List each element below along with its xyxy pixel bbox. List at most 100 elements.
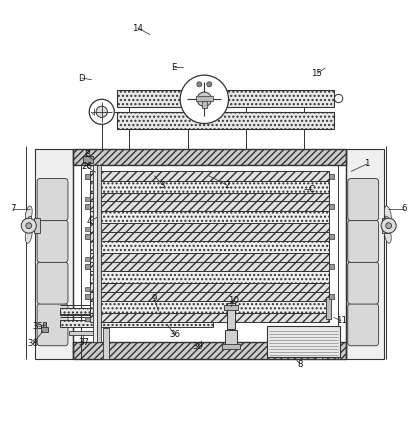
Bar [225,330,237,346]
Text: D: D [78,74,85,82]
Bar [60,308,317,315]
Bar [346,148,384,359]
Bar [73,342,346,359]
Bar [117,90,334,107]
Bar [224,305,238,310]
Circle shape [96,106,107,117]
Bar [222,344,240,349]
Text: 35: 35 [33,322,44,331]
FancyBboxPatch shape [37,220,68,262]
FancyBboxPatch shape [348,303,379,346]
Bar [73,148,346,165]
Bar [85,257,90,261]
Bar [329,174,334,179]
Bar [329,234,334,239]
FancyBboxPatch shape [37,179,68,221]
Bar [34,218,40,233]
Bar [90,202,329,211]
Ellipse shape [25,206,32,222]
Bar [316,328,322,359]
Text: 37: 37 [78,338,89,347]
Bar [85,174,90,179]
Bar [227,303,235,329]
Bar [60,320,213,326]
Ellipse shape [384,227,391,243]
Bar [90,271,329,283]
Bar [90,181,329,193]
Bar [43,322,46,328]
Circle shape [26,223,32,229]
Bar [85,227,90,231]
Bar [326,296,331,319]
Bar [117,112,334,128]
Circle shape [21,218,36,233]
Bar [90,223,329,232]
Bar [85,288,90,291]
Bar [93,165,97,342]
Bar [35,148,73,359]
Circle shape [381,218,396,233]
Bar [90,232,329,241]
Text: 2: 2 [224,181,230,190]
Ellipse shape [384,216,391,233]
Bar [90,193,329,202]
FancyBboxPatch shape [37,262,68,304]
Bar [90,291,329,301]
Ellipse shape [384,206,391,222]
Bar [85,318,90,321]
Bar [90,171,329,181]
Text: 36: 36 [170,330,181,339]
Bar [90,283,329,292]
Bar [69,331,94,335]
Text: 10: 10 [228,296,239,305]
Bar [85,234,90,239]
Text: E: E [171,63,177,72]
Bar [202,101,207,108]
FancyBboxPatch shape [37,303,68,346]
Bar [329,294,334,299]
Text: B: B [84,150,90,159]
Ellipse shape [25,216,32,233]
Bar [85,204,90,210]
Circle shape [334,94,343,103]
Circle shape [386,223,392,229]
FancyBboxPatch shape [348,220,379,262]
Bar [41,327,48,332]
Text: 7: 7 [10,205,16,214]
Text: 9: 9 [152,294,157,303]
Circle shape [89,99,114,124]
Text: 1: 1 [364,159,370,168]
Text: 3: 3 [160,181,166,190]
Bar [329,204,334,210]
Text: 26: 26 [81,162,92,171]
Circle shape [207,82,212,87]
Bar [90,211,329,223]
Bar [90,261,329,271]
Bar [97,165,101,342]
Bar [90,313,329,323]
Bar [382,218,389,233]
Text: 8: 8 [297,360,303,369]
Text: 11: 11 [336,316,347,325]
Text: 39: 39 [193,342,203,351]
FancyBboxPatch shape [348,179,379,221]
Bar [90,301,329,313]
Bar [90,241,329,253]
Text: 14: 14 [132,23,143,32]
Text: C: C [309,185,315,194]
Bar [85,197,90,201]
FancyBboxPatch shape [348,262,379,304]
Circle shape [197,92,211,107]
Bar [103,328,109,359]
Bar [85,264,90,269]
Bar [329,264,334,269]
Text: 4: 4 [87,217,93,226]
Circle shape [180,75,229,124]
Circle shape [197,82,202,87]
Bar [196,97,213,101]
Text: 38: 38 [28,339,39,348]
Bar [267,326,340,357]
Text: 6: 6 [402,205,407,214]
Text: 15: 15 [311,69,322,78]
Bar [90,253,329,262]
